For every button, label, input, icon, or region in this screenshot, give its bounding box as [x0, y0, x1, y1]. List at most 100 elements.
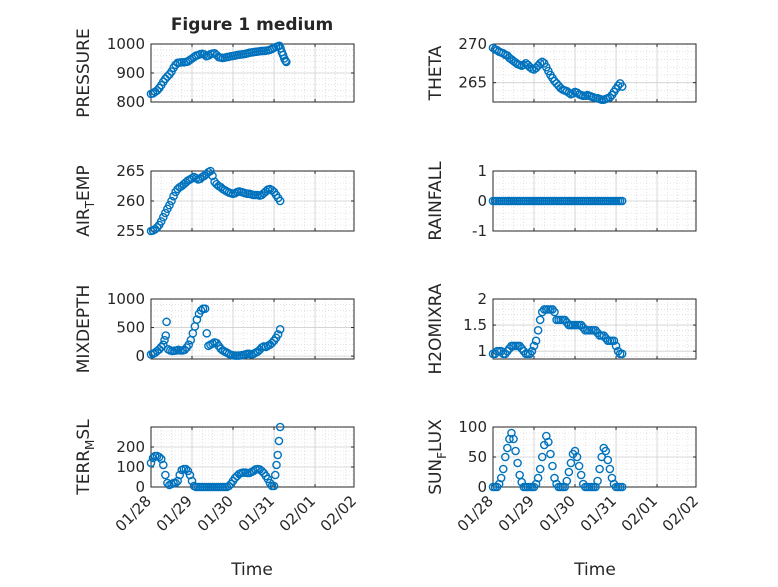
sun_flux-point — [566, 458, 576, 468]
mixdepth-point — [200, 304, 210, 314]
figure-title: Figure 1 medium — [171, 15, 333, 35]
sun_flux-y-axis-label-part: F — [435, 452, 449, 459]
air_temp-y-tick-label: 265 — [116, 162, 145, 180]
mixdepth-plot-area — [151, 299, 354, 359]
terr_msl-y-axis-label-part: M — [83, 440, 97, 450]
terr_msl-point — [175, 470, 185, 480]
sun_flux-point — [533, 473, 543, 483]
sun_flux-y-tick-label: 0 — [477, 478, 487, 496]
subplot-pressure: 800 900 1000 PRESSURE — [74, 28, 355, 118]
terr_msl-point — [163, 478, 172, 488]
h2omixra-point — [529, 341, 539, 351]
terr_msl-x-tick-label: 01/31 — [235, 492, 278, 535]
theta-point — [613, 81, 623, 91]
rainfall-point — [617, 196, 627, 206]
pressure-y-tick-label: 800 — [116, 93, 145, 111]
h2omixra-point — [609, 336, 619, 346]
air_temp-y-axis-label-part: AIR — [74, 208, 94, 237]
h2omixra-y-tick-label: 1.5 — [463, 316, 487, 334]
theta-y-axis-label: THETA — [426, 45, 446, 101]
air_temp-y-axis-label: AIRTEMP — [74, 165, 97, 236]
terr_msl-y-axis-label: TERRMSL — [74, 419, 97, 496]
terr_msl-point — [154, 452, 164, 462]
sun_flux-point — [595, 464, 604, 474]
theta-plot-area — [493, 44, 696, 102]
air_temp-point — [159, 212, 168, 222]
terr_msl-point — [181, 464, 191, 474]
sun_flux-point — [503, 443, 512, 453]
rainfall-y-axis-label-part: RAINFALL — [426, 161, 446, 241]
terr_msl-point — [269, 481, 279, 491]
mixdepth-y-tick-label: 0 — [135, 347, 145, 365]
sun_flux-y-axis-label-part: SUN — [426, 459, 446, 495]
h2omixra-point — [617, 349, 627, 359]
mixdepth-y-tick-label: 1000 — [107, 290, 145, 308]
sun_flux-point — [537, 452, 547, 462]
mixdepth-point — [159, 340, 168, 350]
h2omixra-y-axis-label: H2OMIXRA — [426, 283, 446, 374]
h2omixra-point — [533, 326, 543, 335]
mixdepth-point — [267, 338, 277, 348]
theta-y-tick-label: 270 — [458, 35, 487, 53]
terr_msl-point — [161, 470, 170, 480]
sun_flux-x-tick-label: 01/31 — [577, 492, 620, 535]
theta-point — [564, 88, 574, 98]
subplot-mixdepth: 0 500 1000 MIXDEPTH — [74, 285, 355, 374]
pressure-y-tick-label: 900 — [116, 64, 145, 82]
rainfall-y-tick-label: -1 — [472, 222, 487, 240]
terr_msl-point — [273, 450, 283, 460]
sun_flux-point — [617, 482, 627, 492]
h2omixra-axes-box — [492, 298, 697, 360]
terr_msl-point — [275, 422, 285, 432]
air_temp-point — [152, 223, 162, 232]
theta-y-axis-label-part: THETA — [426, 45, 446, 101]
sun_flux-point — [603, 455, 613, 465]
h2omixra-point — [527, 346, 537, 356]
sun_flux-point — [546, 449, 555, 459]
theta-point — [535, 59, 545, 68]
terr_msl-x-tick-label: 01/30 — [194, 492, 237, 535]
terr_msl-x-tick-label: 01/28 — [112, 492, 155, 535]
air_temp-point — [156, 217, 166, 226]
air_temp-y-tick-label: 260 — [116, 192, 145, 210]
h2omixra-point — [535, 315, 545, 325]
mixdepth-point — [160, 335, 169, 345]
mixdepth-point — [192, 315, 202, 324]
terr_msl-point — [146, 458, 156, 468]
terr_msl-point — [171, 478, 180, 488]
sun_flux-point — [548, 461, 557, 471]
mixdepth-y-axis-label: MIXDEPTH — [74, 285, 94, 374]
air_temp-point — [165, 200, 174, 210]
mixdepth-point — [180, 345, 189, 355]
mixdepth-axes-box — [150, 298, 355, 360]
pressure-point — [152, 86, 162, 95]
pressure-y-axis-label: PRESSURE — [74, 28, 94, 117]
terr_msl-y-tick-label: 0 — [135, 478, 145, 496]
terr_msl-point — [257, 466, 267, 476]
terr_msl-point — [148, 453, 158, 463]
air_temp-point — [206, 166, 215, 176]
theta-point — [568, 89, 578, 98]
h2omixra-point — [550, 307, 559, 317]
theta-point — [617, 82, 627, 91]
sun_flux-y-axis-label: SUNFLUX — [426, 419, 449, 495]
sun_flux-point — [513, 458, 522, 468]
mixdepth-y-tick-label: 500 — [116, 319, 145, 337]
theta-point — [537, 57, 547, 67]
sun_flux-point — [501, 452, 510, 462]
air_temp-point — [169, 191, 178, 201]
mixdepth-point — [273, 330, 283, 339]
sun_flux-point — [593, 476, 602, 486]
mixdepth-point — [184, 340, 194, 350]
h2omixra-y-tick-label: 2 — [477, 290, 487, 308]
sun_flux-point — [576, 470, 586, 480]
sun_flux-x-tick-label: 01/30 — [536, 492, 579, 535]
sun_flux-x-tick-label: 02/01 — [618, 492, 661, 535]
sun_flux-point — [544, 437, 553, 447]
sun_flux-x-tick-label: 01/29 — [495, 492, 538, 535]
x-axis-label-left: Time — [230, 560, 273, 580]
h2omixra-y-axis-label-part: H2OMIXRA — [426, 283, 446, 374]
sun_flux-point — [574, 461, 584, 471]
terr_msl-y-axis-label-part: SL — [74, 419, 94, 440]
